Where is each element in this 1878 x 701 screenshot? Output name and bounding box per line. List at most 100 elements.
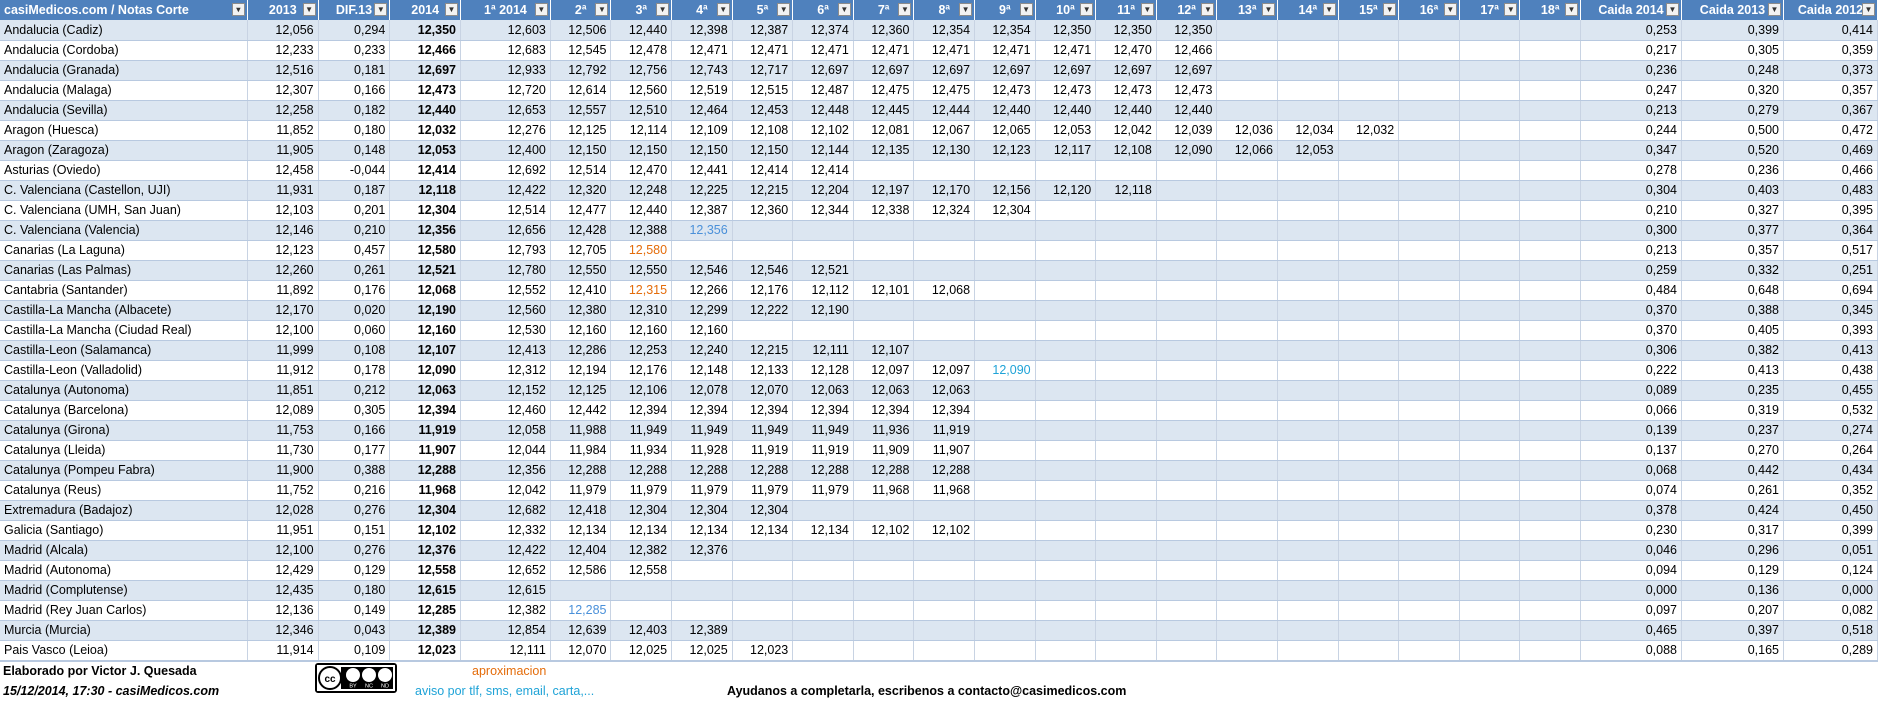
- table-cell[interactable]: [1338, 420, 1400, 441]
- table-cell[interactable]: [1095, 640, 1157, 661]
- table-cell[interactable]: 0,000: [1580, 580, 1682, 601]
- table-cell[interactable]: 12,117: [1035, 140, 1097, 161]
- table-cell[interactable]: 0,278: [1580, 160, 1682, 181]
- table-cell[interactable]: 12,312: [460, 360, 551, 381]
- table-cell[interactable]: 12,682: [460, 500, 551, 521]
- table-cell[interactable]: [1459, 320, 1521, 341]
- table-cell[interactable]: 12,032: [389, 120, 462, 141]
- table-cell[interactable]: [853, 320, 915, 341]
- table-cell[interactable]: [1338, 560, 1400, 581]
- table-cell[interactable]: 12,717: [732, 60, 794, 81]
- table-cell[interactable]: 12,170: [913, 180, 976, 201]
- table-cell[interactable]: 12,150: [550, 140, 612, 161]
- table-cell[interactable]: 0,370: [1580, 320, 1682, 341]
- table-cell[interactable]: 0,382: [1681, 340, 1784, 361]
- table-cell[interactable]: 12,053: [1035, 120, 1097, 141]
- table-cell[interactable]: [732, 560, 794, 581]
- table-cell[interactable]: 12,136: [247, 600, 319, 621]
- table-cell[interactable]: [1459, 240, 1521, 261]
- table-cell[interactable]: 12,356: [460, 460, 551, 481]
- table-cell[interactable]: 0,074: [1580, 480, 1682, 501]
- table-cell[interactable]: 0,457: [318, 240, 391, 261]
- table-cell[interactable]: 0,397: [1681, 620, 1784, 641]
- table-cell[interactable]: [974, 280, 1036, 301]
- creative-commons-by-nc-nd-icon[interactable]: cc BY NC ND: [315, 663, 397, 693]
- table-cell[interactable]: [1519, 140, 1581, 161]
- table-cell[interactable]: [1095, 380, 1157, 401]
- table-cell[interactable]: 12,288: [913, 460, 976, 481]
- table-cell[interactable]: [1216, 260, 1279, 281]
- table-cell[interactable]: 12,288: [732, 460, 794, 481]
- table-cell[interactable]: [1519, 580, 1581, 601]
- table-cell[interactable]: 12,656: [460, 220, 551, 241]
- table-cell[interactable]: [1338, 280, 1400, 301]
- table-cell[interactable]: [1035, 440, 1097, 461]
- table-cell[interactable]: [1519, 500, 1581, 521]
- table-cell[interactable]: 12,097: [853, 360, 915, 381]
- university-name[interactable]: Galicia (Santiago): [0, 520, 248, 541]
- table-cell[interactable]: [1277, 60, 1339, 81]
- table-cell[interactable]: [1156, 420, 1218, 441]
- table-cell[interactable]: [1216, 20, 1279, 41]
- table-cell[interactable]: 11,949: [732, 420, 794, 441]
- table-cell[interactable]: 0,088: [1580, 640, 1682, 661]
- table-cell[interactable]: 12,697: [1156, 60, 1218, 81]
- table-cell[interactable]: 12,170: [247, 300, 319, 321]
- table-cell[interactable]: 12,134: [550, 520, 612, 541]
- table-cell[interactable]: 12,288: [853, 460, 915, 481]
- table-cell[interactable]: [974, 380, 1036, 401]
- table-cell[interactable]: 12,111: [460, 640, 551, 661]
- table-cell[interactable]: [1035, 380, 1097, 401]
- table-cell[interactable]: 12,125: [550, 120, 612, 141]
- table-cell[interactable]: 0,094: [1580, 560, 1682, 581]
- table-cell[interactable]: 11,949: [792, 420, 854, 441]
- table-cell[interactable]: 12,108: [732, 120, 794, 141]
- table-cell[interactable]: 12,176: [610, 360, 673, 381]
- table-cell[interactable]: [1338, 240, 1400, 261]
- chevron-down-icon[interactable]: ▼: [1767, 3, 1781, 16]
- table-cell[interactable]: [1398, 440, 1460, 461]
- table-cell[interactable]: 11,988: [550, 420, 612, 441]
- table-cell[interactable]: [1035, 520, 1097, 541]
- table-cell[interactable]: 12,514: [460, 200, 551, 221]
- table-cell[interactable]: 11,931: [247, 180, 319, 201]
- table-cell[interactable]: 12,546: [671, 260, 733, 281]
- table-cell[interactable]: 0,051: [1783, 540, 1878, 561]
- table-cell[interactable]: 12,320: [550, 180, 612, 201]
- table-cell[interactable]: [1216, 100, 1279, 121]
- table-cell[interactable]: [853, 220, 915, 241]
- table-cell[interactable]: 11,979: [610, 480, 673, 501]
- table-cell[interactable]: 12,044: [460, 440, 551, 461]
- table-cell[interactable]: 0,413: [1681, 360, 1784, 381]
- column-header-17[interactable]: 14ª ▼: [1277, 0, 1339, 20]
- table-cell[interactable]: [1459, 140, 1521, 161]
- chevron-down-icon[interactable]: ▼: [1322, 3, 1336, 16]
- university-name[interactable]: C. Valenciana (Castellon, UJI): [0, 180, 248, 201]
- table-cell[interactable]: [1398, 280, 1460, 301]
- table-cell[interactable]: [1035, 400, 1097, 421]
- table-cell[interactable]: 0,236: [1681, 160, 1784, 181]
- table-cell[interactable]: 12,374: [792, 20, 854, 41]
- table-cell[interactable]: [1398, 580, 1460, 601]
- table-cell[interactable]: 12,440: [610, 20, 673, 41]
- table-cell[interactable]: 12,068: [389, 280, 462, 301]
- table-cell[interactable]: [913, 160, 976, 181]
- table-cell[interactable]: [1156, 280, 1218, 301]
- table-cell[interactable]: 12,389: [671, 620, 733, 641]
- table-cell[interactable]: [1459, 160, 1521, 181]
- table-cell[interactable]: 12,160: [671, 320, 733, 341]
- table-cell[interactable]: [1519, 240, 1581, 261]
- table-cell[interactable]: 12,441: [671, 160, 733, 181]
- chevron-down-icon[interactable]: ▼: [716, 3, 730, 16]
- table-cell[interactable]: 0,136: [1681, 580, 1784, 601]
- table-cell[interactable]: [1519, 200, 1581, 221]
- table-cell[interactable]: [913, 620, 976, 641]
- table-cell[interactable]: 12,530: [460, 320, 551, 341]
- table-cell[interactable]: 0,129: [318, 560, 391, 581]
- table-cell[interactable]: [1095, 320, 1157, 341]
- table-cell[interactable]: [1519, 560, 1581, 581]
- table-cell[interactable]: [1095, 440, 1157, 461]
- table-cell[interactable]: 12,194: [550, 360, 612, 381]
- column-header-13[interactable]: 10ª ▼: [1035, 0, 1097, 20]
- table-cell[interactable]: 12,023: [389, 640, 462, 661]
